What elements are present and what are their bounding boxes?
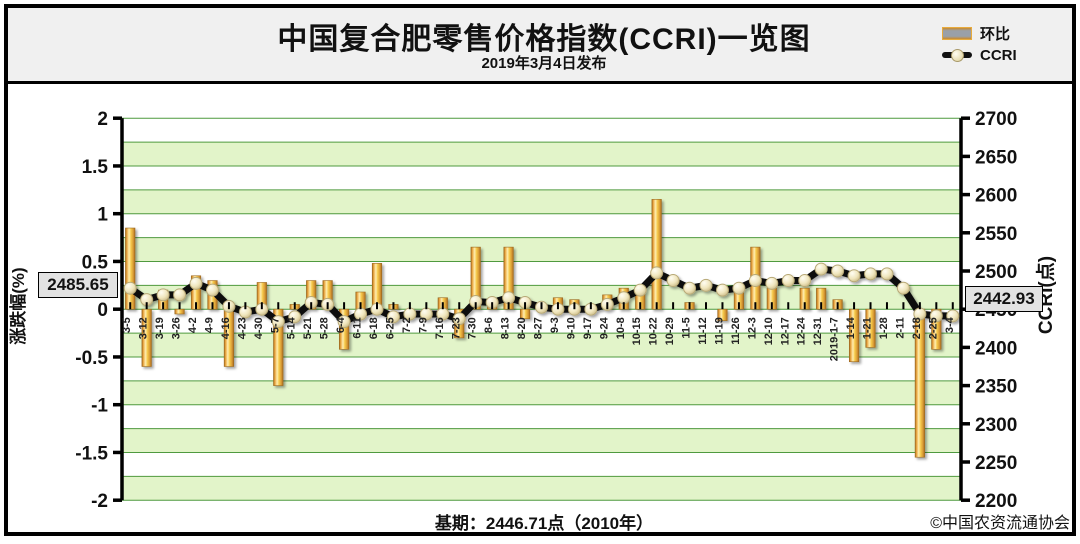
svg-text:8-6: 8-6 — [483, 317, 495, 333]
svg-text:2250: 2250 — [975, 453, 1017, 474]
svg-text:3-5: 3-5 — [121, 317, 133, 333]
svg-text:1.5: 1.5 — [82, 157, 109, 178]
svg-text:2-18: 2-18 — [911, 317, 923, 339]
svg-text:9-24: 9-24 — [598, 316, 610, 339]
svg-text:3-12: 3-12 — [138, 317, 150, 339]
svg-text:5-28: 5-28 — [319, 317, 331, 339]
svg-text:9-3: 9-3 — [549, 317, 561, 333]
svg-text:12-10: 12-10 — [763, 317, 775, 345]
svg-text:4-23: 4-23 — [236, 317, 248, 339]
svg-text:3-26: 3-26 — [171, 317, 183, 339]
svg-text:9-10: 9-10 — [565, 317, 577, 339]
svg-text:1: 1 — [97, 205, 108, 226]
svg-text:2-11: 2-11 — [894, 317, 906, 338]
svg-text:4-9: 4-9 — [203, 317, 215, 333]
svg-text:8-27: 8-27 — [533, 317, 545, 339]
svg-text:2300: 2300 — [975, 415, 1017, 436]
svg-text:7-30: 7-30 — [467, 317, 479, 339]
svg-text:6-11: 6-11 — [352, 317, 364, 338]
svg-text:1-21: 1-21 — [862, 317, 874, 339]
svg-text:2500: 2500 — [975, 262, 1017, 283]
svg-text:2400: 2400 — [975, 338, 1017, 359]
svg-text:6-4: 6-4 — [335, 316, 347, 333]
svg-text:5-7: 5-7 — [269, 317, 281, 333]
svg-text:1-14: 1-14 — [845, 316, 857, 339]
svg-text:4-30: 4-30 — [253, 317, 265, 339]
svg-text:2700: 2700 — [975, 109, 1017, 130]
svg-text:12-31: 12-31 — [812, 317, 824, 345]
svg-text:10-22: 10-22 — [648, 317, 660, 345]
svg-text:4-2: 4-2 — [187, 317, 199, 333]
svg-text:12-17: 12-17 — [779, 317, 791, 345]
svg-text:8-13: 8-13 — [500, 317, 512, 339]
svg-text:0.5: 0.5 — [82, 252, 109, 273]
svg-text:10-29: 10-29 — [664, 317, 676, 345]
svg-text:7-16: 7-16 — [434, 317, 446, 339]
svg-text:7-23: 7-23 — [450, 317, 462, 339]
svg-text:2350: 2350 — [975, 377, 1017, 398]
svg-text:6-18: 6-18 — [368, 317, 380, 339]
svg-text:12-3: 12-3 — [746, 317, 758, 339]
svg-text:8-20: 8-20 — [516, 317, 528, 339]
svg-text:11-26: 11-26 — [730, 317, 742, 345]
svg-text:2600: 2600 — [975, 186, 1017, 207]
svg-text:4-16: 4-16 — [220, 317, 232, 339]
svg-text:7-2: 7-2 — [401, 317, 413, 333]
svg-text:11-12: 11-12 — [697, 317, 709, 345]
svg-text:5-14: 5-14 — [286, 316, 298, 339]
svg-text:1-28: 1-28 — [878, 317, 890, 339]
svg-text:9-17: 9-17 — [582, 317, 594, 339]
svg-text:2550: 2550 — [975, 224, 1017, 245]
svg-text:11-19: 11-19 — [713, 317, 725, 345]
svg-text:6-25: 6-25 — [384, 317, 396, 339]
svg-text:12-24: 12-24 — [796, 316, 808, 345]
svg-text:-1.5: -1.5 — [75, 443, 108, 464]
svg-text:3-4: 3-4 — [944, 316, 956, 333]
svg-text:2: 2 — [97, 109, 108, 130]
svg-text:5-21: 5-21 — [302, 317, 314, 339]
svg-text:11-5: 11-5 — [681, 317, 693, 338]
svg-text:10-15: 10-15 — [631, 317, 643, 345]
svg-text:-1: -1 — [91, 396, 108, 417]
svg-text:2-25: 2-25 — [927, 317, 939, 339]
svg-text:2650: 2650 — [975, 147, 1017, 168]
svg-text:7-9: 7-9 — [417, 317, 429, 333]
svg-text:10-8: 10-8 — [615, 317, 627, 339]
svg-text:-0.5: -0.5 — [75, 348, 108, 369]
svg-text:2019-1-7: 2019-1-7 — [829, 317, 841, 361]
svg-text:3-19: 3-19 — [154, 317, 166, 339]
svg-text:0: 0 — [97, 300, 108, 321]
